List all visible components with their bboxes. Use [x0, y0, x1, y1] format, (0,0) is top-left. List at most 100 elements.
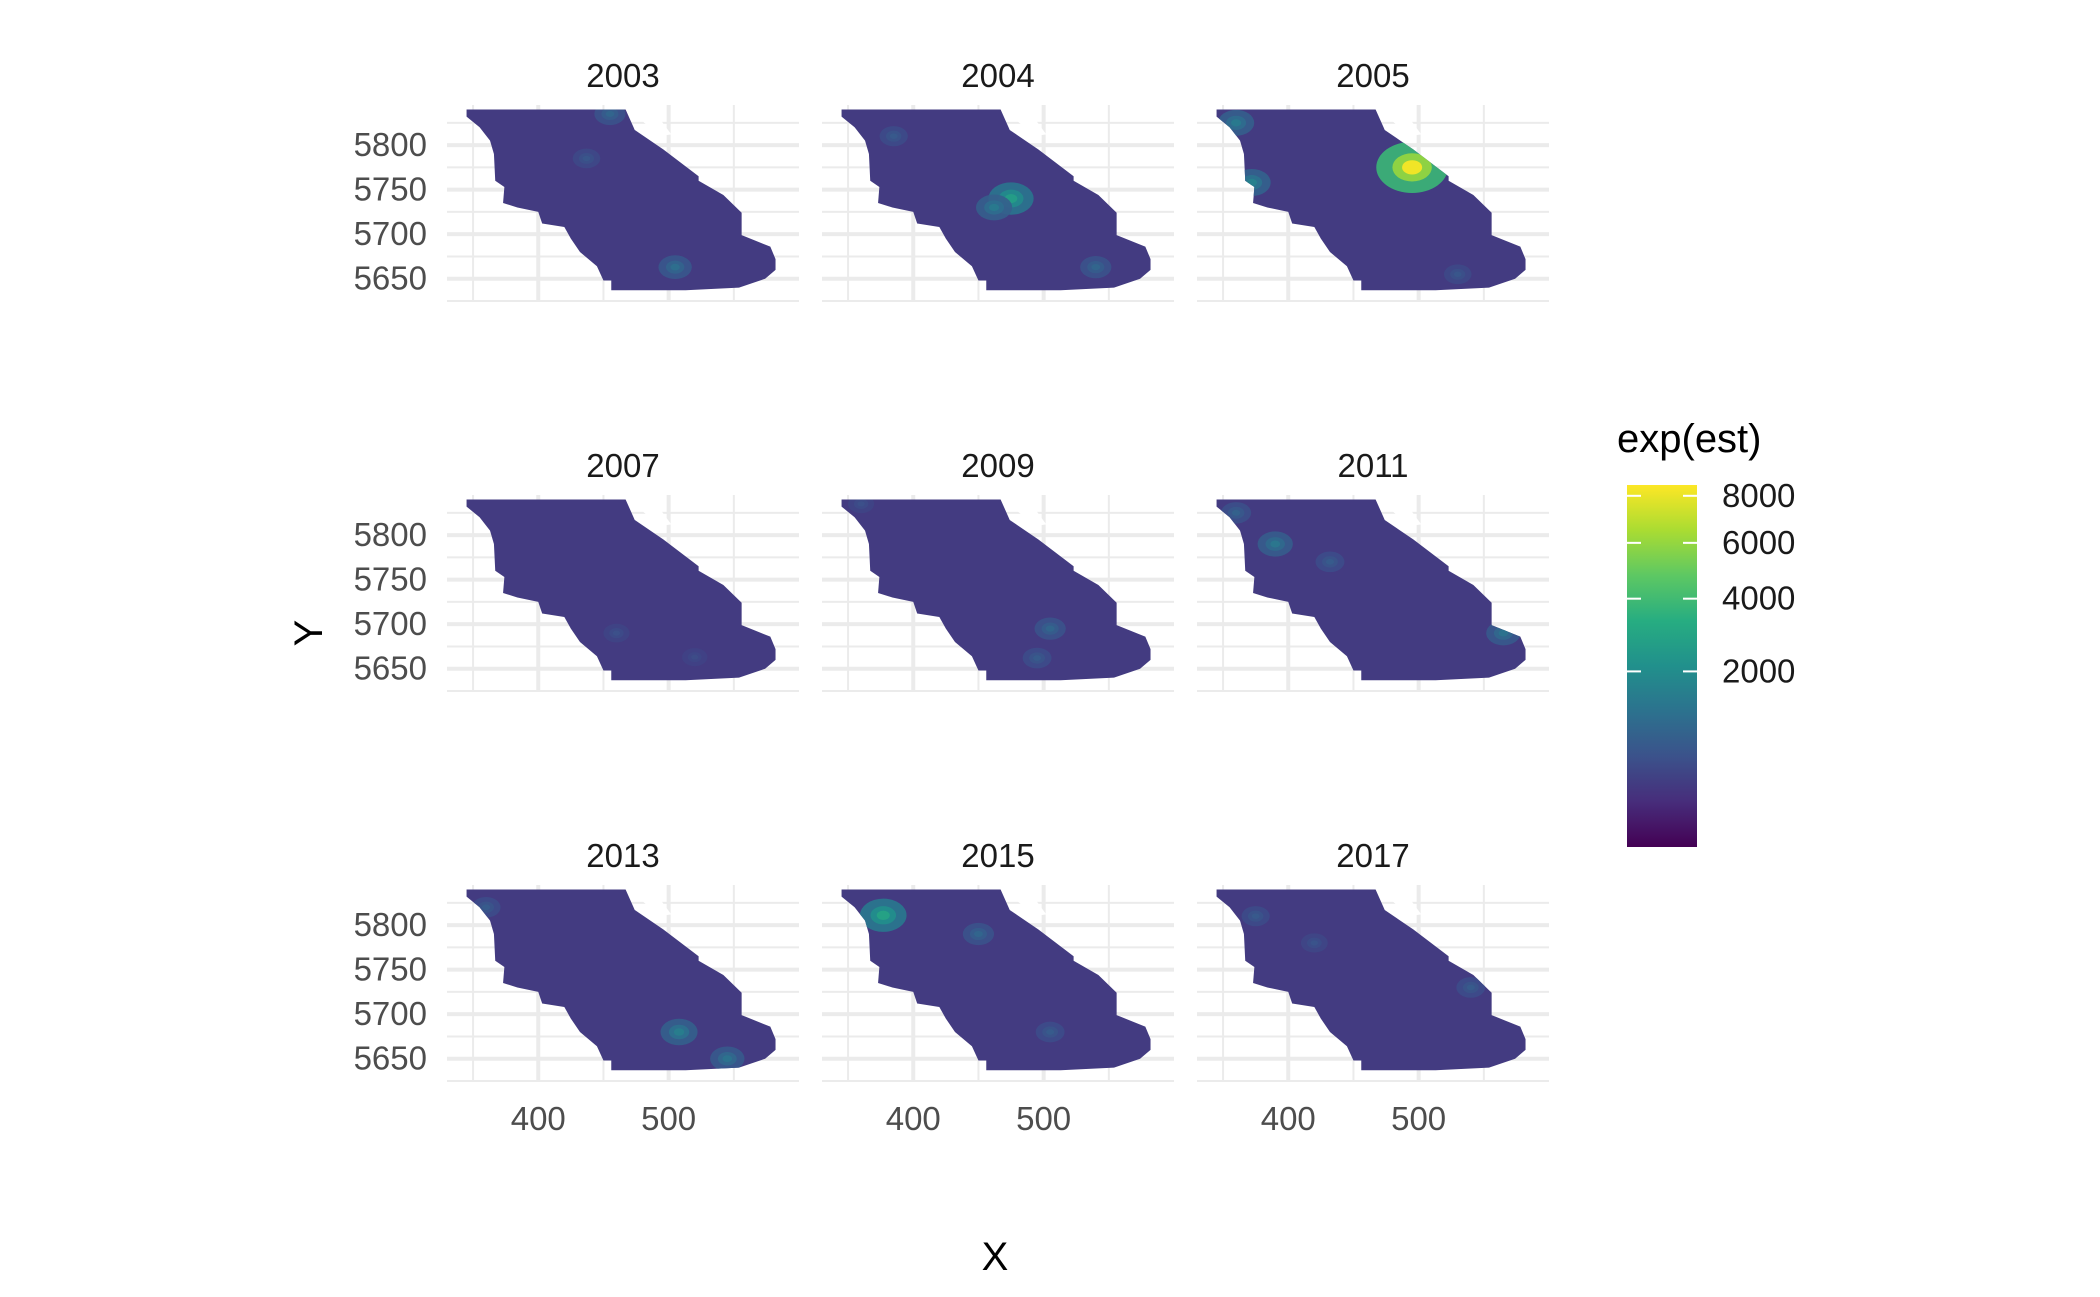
x-axis-title: X — [982, 1235, 1009, 1279]
facet-panel-2005: 2005 — [1197, 57, 1549, 302]
hotspot — [857, 501, 865, 507]
hotspot — [612, 630, 621, 636]
hotspot — [1325, 558, 1335, 565]
region-notch — [1014, 889, 1047, 917]
facet-panel-2011: 2011 — [1197, 447, 1549, 692]
hotspot — [1091, 264, 1101, 271]
legend-break-label: 2000 — [1722, 652, 1795, 689]
hotspot — [605, 110, 615, 118]
x-tick-label: 500 — [641, 1100, 696, 1137]
region-notch — [1389, 499, 1422, 527]
surface-base — [466, 889, 776, 1071]
hotspot — [1466, 984, 1475, 991]
estimate-surface — [1216, 499, 1526, 681]
estimate-surface — [841, 889, 1151, 1071]
x-tick-label: 400 — [886, 1100, 941, 1137]
y-tick-label: 5700 — [354, 995, 427, 1032]
surface-base — [466, 499, 776, 681]
x-tick-label: 500 — [1391, 1100, 1446, 1137]
estimate-surface — [1216, 109, 1526, 291]
hotspot — [691, 654, 699, 660]
hotspot — [1045, 625, 1055, 632]
facet-panel-2004: 2004 — [822, 57, 1174, 302]
y-tick-label: 5650 — [354, 260, 427, 297]
y-tick-label: 5800 — [354, 126, 427, 163]
hotspot — [989, 203, 1000, 212]
surface-base — [841, 499, 1151, 681]
hotspot — [1310, 940, 1319, 946]
facet-label: 2015 — [961, 837, 1034, 874]
hotspot — [1251, 913, 1260, 920]
estimate-surface — [841, 109, 1151, 291]
surface-base — [466, 109, 776, 291]
facet-panel-2003: 2003 — [447, 57, 799, 302]
facet-panel-2015: 2015 — [822, 837, 1174, 1082]
facet-panel-2009: 2009 — [822, 447, 1174, 692]
estimate-surface — [1216, 889, 1526, 1071]
hotspot — [1402, 160, 1423, 175]
y-tick-label: 5650 — [354, 650, 427, 687]
y-tick-label: 5750 — [354, 171, 427, 208]
facet-label: 2005 — [1336, 57, 1409, 94]
facet-label: 2007 — [586, 447, 659, 484]
facet-label: 2003 — [586, 57, 659, 94]
y-axis-title: Y — [287, 620, 331, 647]
estimate-surface — [841, 499, 1151, 681]
facet-label: 2004 — [961, 57, 1034, 94]
x-tick-label: 400 — [1261, 1100, 1316, 1137]
facet-panel-2007: 2007 — [447, 447, 799, 692]
estimate-surface — [466, 889, 776, 1071]
hotspot — [1033, 655, 1042, 661]
hotspot — [889, 133, 898, 140]
region-notch — [1014, 109, 1047, 137]
region-notch — [639, 499, 672, 527]
axes: 5650 5700 5750 5800 5650 5700 5750 5800 5650 5700… — [354, 126, 1447, 1137]
x-tick-label: 400 — [511, 1100, 566, 1137]
hotspot — [1270, 540, 1281, 548]
estimate-surface — [466, 109, 776, 291]
region-notch — [1389, 889, 1422, 917]
y-tick-label: 5700 — [354, 605, 427, 642]
legend-title: exp(est) — [1617, 417, 1762, 461]
region-notch — [1014, 499, 1047, 527]
hotspot — [582, 155, 591, 162]
region-notch — [639, 109, 672, 137]
hotspot — [1046, 1029, 1055, 1035]
y-tick-label: 5750 — [354, 951, 427, 988]
y-tick-label: 5700 — [354, 215, 427, 252]
legend-break-label: 4000 — [1722, 580, 1795, 617]
facet-panels: 2003 2004 2005 2007 2009 2011 2013 2015 2017 — [447, 57, 1549, 1082]
hotspot — [482, 904, 491, 911]
hotspot — [876, 910, 890, 920]
facet-label: 2011 — [1338, 447, 1409, 484]
hotspot — [1498, 629, 1509, 637]
color-legend: exp(est) 2000 4000 6000 8000 — [1617, 417, 1795, 847]
y-tick-label: 5800 — [354, 906, 427, 943]
facet-label: 2009 — [961, 447, 1034, 484]
y-tick-label: 5800 — [354, 516, 427, 553]
y-tick-label: 5650 — [354, 1040, 427, 1077]
legend-colorbar — [1627, 485, 1697, 847]
hotspot — [673, 1028, 685, 1036]
hotspot — [670, 263, 680, 271]
hotspot — [1231, 509, 1241, 516]
facet-panel-2013: 2013 — [447, 837, 799, 1082]
hotspot — [1231, 119, 1242, 127]
x-tick-label: 500 — [1016, 1100, 1071, 1137]
surface-base — [1216, 109, 1526, 291]
region-notch — [1389, 109, 1422, 137]
legend-break-label: 8000 — [1722, 477, 1795, 514]
estimate-surface — [466, 499, 776, 681]
hotspot — [722, 1055, 733, 1063]
legend-break-label: 6000 — [1722, 524, 1795, 561]
surface-base — [1216, 499, 1526, 681]
facet-panel-2017: 2017 — [1197, 837, 1549, 1082]
hotspot — [1453, 271, 1462, 278]
hotspot — [974, 930, 983, 938]
hotspot — [1246, 178, 1258, 187]
region-notch — [639, 889, 672, 917]
facet-label: 2013 — [586, 837, 659, 874]
y-tick-label: 5750 — [354, 561, 427, 598]
facet-label: 2017 — [1336, 837, 1409, 874]
